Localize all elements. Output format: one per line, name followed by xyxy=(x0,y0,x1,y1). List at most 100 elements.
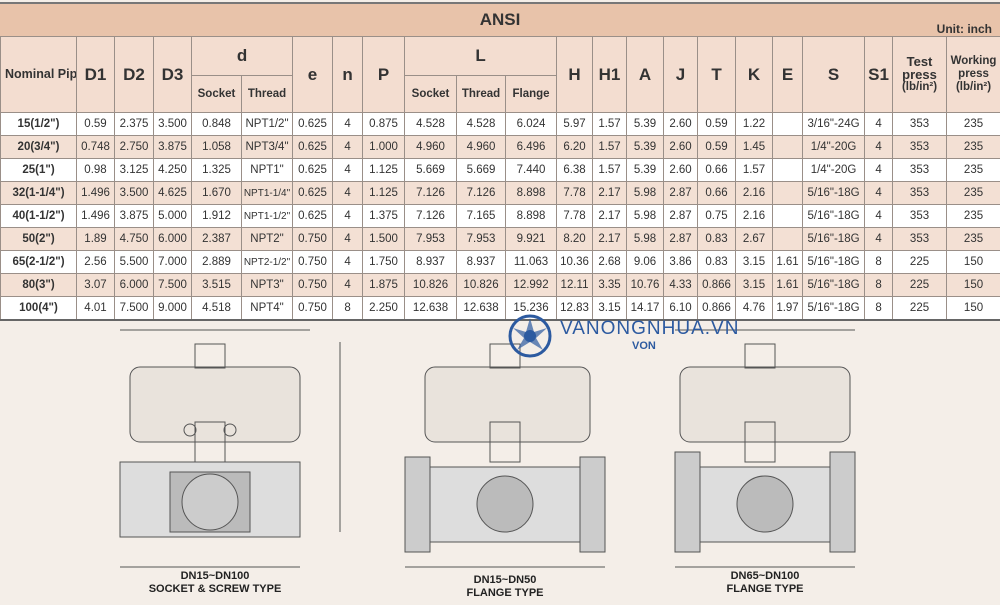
table-cell: 235 xyxy=(947,205,1000,228)
table-cell: 5.39 xyxy=(627,113,664,136)
header-s1: S1 xyxy=(865,37,893,113)
table-cell: 3.125 xyxy=(115,159,154,182)
table-cell: 0.75 xyxy=(698,205,736,228)
table-cell: NPT1/2" xyxy=(242,113,293,136)
caption-range: DN65~DN100 xyxy=(690,570,840,583)
table-cell: 5.500 xyxy=(115,251,154,274)
table-cell: 1.45 xyxy=(736,136,773,159)
table-cell: 3.35 xyxy=(593,274,627,297)
table-cell: 0.848 xyxy=(192,113,242,136)
table-cell xyxy=(773,182,803,205)
header-l-thread: Thread xyxy=(457,76,506,113)
table-cell: 1.750 xyxy=(363,251,405,274)
table-cell: 5/16"-18G xyxy=(803,182,865,205)
table-cell: 5.39 xyxy=(627,159,664,182)
table-cell: 2.60 xyxy=(664,136,698,159)
table-cell: 7.126 xyxy=(405,205,457,228)
table-cell: 7.500 xyxy=(154,274,192,297)
table-cell: 5/16"-18G xyxy=(803,297,865,321)
table-cell: 150 xyxy=(947,274,1000,297)
table-cell: 2.250 xyxy=(363,297,405,321)
header-a: A xyxy=(627,37,664,113)
table-cell: 4 xyxy=(865,205,893,228)
table-cell: 0.625 xyxy=(293,136,333,159)
table-cell: 6.024 xyxy=(506,113,557,136)
working-press-label: Working press xyxy=(947,55,1000,81)
table-cell: 0.83 xyxy=(698,228,736,251)
table-cell: 8 xyxy=(333,297,363,321)
table-cell: 7.126 xyxy=(457,182,506,205)
table-cell: 0.625 xyxy=(293,205,333,228)
cell-pipe-size: 25(1") xyxy=(1,159,77,182)
table-cell: 1.22 xyxy=(736,113,773,136)
table-cell: 6.10 xyxy=(664,297,698,321)
table-cell: NPT1-1/2" xyxy=(242,205,293,228)
working-press-unit: (lb/in²) xyxy=(956,81,991,93)
table-cell: 8.937 xyxy=(457,251,506,274)
table-cell: 5/16"-18G xyxy=(803,274,865,297)
table-cell: 1.61 xyxy=(773,251,803,274)
table-cell: 1.375 xyxy=(363,205,405,228)
header-l-flange: Flange xyxy=(506,76,557,113)
table-cell: 3.500 xyxy=(115,182,154,205)
cell-pipe-size: 40(1-1/2") xyxy=(1,205,77,228)
header-test-press: Test press(lb/in²) xyxy=(893,37,947,113)
table-cell: 0.750 xyxy=(293,274,333,297)
table-cell: 0.59 xyxy=(77,113,115,136)
table-cell: 5.98 xyxy=(627,228,664,251)
test-press-label: Test press xyxy=(893,55,946,81)
cell-pipe-size: 100(4") xyxy=(1,297,77,321)
table-cell: 3.15 xyxy=(593,297,627,321)
table-cell: 5.669 xyxy=(405,159,457,182)
table-cell: 4 xyxy=(333,228,363,251)
table-cell: NPT3/4" xyxy=(242,136,293,159)
table-cell: 1.500 xyxy=(363,228,405,251)
table-cell: 0.748 xyxy=(77,136,115,159)
table-cell: 1.325 xyxy=(192,159,242,182)
caption-type: SOCKET & SCREW TYPE xyxy=(140,583,290,596)
header-h1: H1 xyxy=(593,37,627,113)
cell-pipe-size: 65(2-1/2") xyxy=(1,251,77,274)
table-cell: 4.625 xyxy=(154,182,192,205)
table-cell: 2.67 xyxy=(736,228,773,251)
caption-type: FLANGE TYPE xyxy=(690,583,840,596)
table-cell: 4.01 xyxy=(77,297,115,321)
table-cell: 2.87 xyxy=(664,205,698,228)
table-cell: 3/16"-24G xyxy=(803,113,865,136)
table-cell: 10.826 xyxy=(457,274,506,297)
table-cell: 225 xyxy=(893,251,947,274)
table-cell: 4 xyxy=(865,113,893,136)
table-cell: 1.57 xyxy=(736,159,773,182)
table-cell: 0.625 xyxy=(293,113,333,136)
table-cell: 6.38 xyxy=(557,159,593,182)
table-cell: 0.59 xyxy=(698,113,736,136)
table-cell: 4.960 xyxy=(457,136,506,159)
table-cell: 3.875 xyxy=(154,136,192,159)
table-cell: 1.57 xyxy=(593,159,627,182)
table-cell: 2.60 xyxy=(664,113,698,136)
table-cell: 4 xyxy=(333,136,363,159)
table-cell xyxy=(773,228,803,251)
valve-drawings-svg xyxy=(0,322,1000,600)
table-cell: 4 xyxy=(865,159,893,182)
table-cell: 2.750 xyxy=(115,136,154,159)
table-cell: 1.000 xyxy=(363,136,405,159)
table-cell: NPT2" xyxy=(242,228,293,251)
header-s: S xyxy=(803,37,865,113)
cell-pipe-size: 32(1-1/4") xyxy=(1,182,77,205)
table-cell: 353 xyxy=(893,136,947,159)
table-cell: 1.875 xyxy=(363,274,405,297)
test-press-unit: (lb/in²) xyxy=(902,81,937,93)
table-cell: 1.57 xyxy=(593,136,627,159)
table-cell: 5.98 xyxy=(627,182,664,205)
header-d-thread: Thread xyxy=(242,76,293,113)
table-cell: 12.11 xyxy=(557,274,593,297)
table-cell: 2.16 xyxy=(736,182,773,205)
table-cell: 4.528 xyxy=(457,113,506,136)
table-cell: 14.17 xyxy=(627,297,664,321)
